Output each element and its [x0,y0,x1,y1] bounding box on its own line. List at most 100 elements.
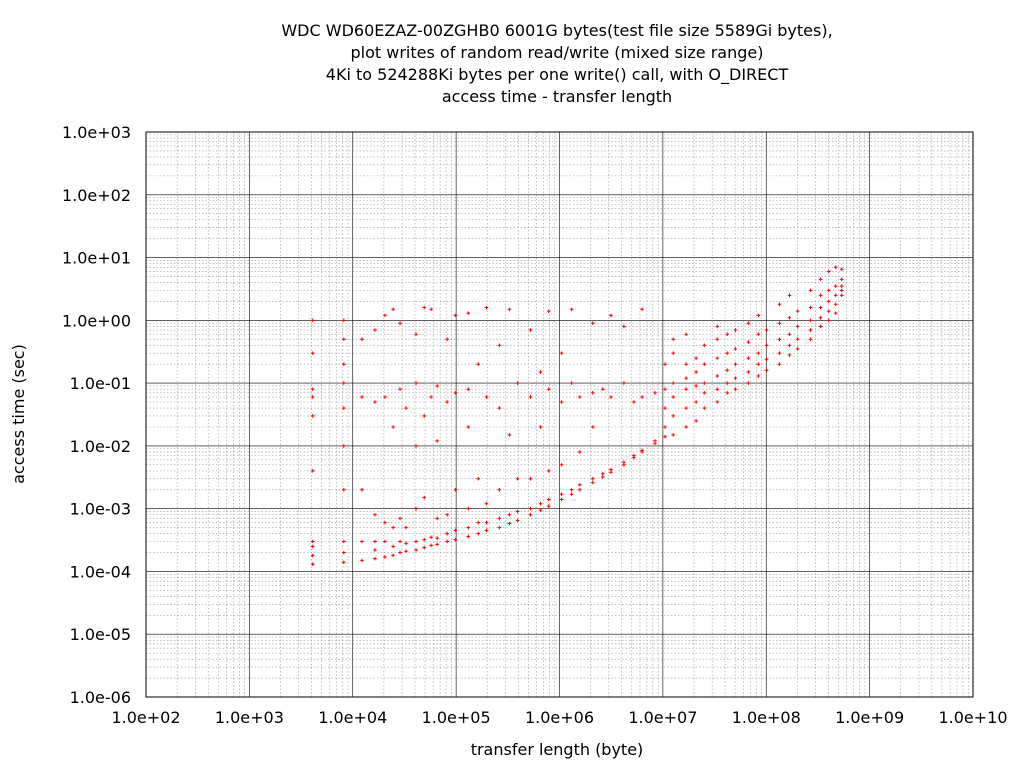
chart-title-line-4: access time - transfer length [442,87,672,106]
data-point [795,324,800,329]
data-point [569,381,574,385]
data-point [435,542,439,547]
plot-frame [145,131,974,698]
data-point [422,537,427,542]
data-point [833,284,838,288]
data-point [833,265,838,270]
data-point [702,406,707,410]
x-tick-label: 1.0e+08 [732,708,801,727]
data-point [404,541,408,546]
data-point [341,539,346,544]
x-tick-label: 1.0e+06 [525,708,594,727]
data-point [484,520,489,525]
data-point [310,414,315,418]
data-point [600,471,605,476]
data-point [476,520,481,525]
data-point [476,531,481,536]
data-point [422,545,427,550]
data-point [360,337,364,342]
data-point [422,305,427,310]
data-point [808,318,813,323]
data-point [600,475,605,479]
data-point [391,544,395,549]
data-point [310,469,315,473]
data-point [839,277,844,282]
data-point [466,387,471,391]
data-point [497,525,502,530]
data-point [391,553,395,558]
data-point [429,307,433,312]
data-point [578,482,582,487]
data-point [671,433,675,437]
grid [145,131,974,698]
data-point [435,516,439,521]
data-point [404,549,408,554]
data-point [414,548,418,552]
data-point [764,368,769,373]
y-tick-label: 1.0e+02 [62,186,131,205]
data-point [795,309,800,313]
data-point [795,337,800,342]
data-point [746,321,751,326]
x-tick-label: 1.0e+09 [835,708,904,727]
data-point [787,293,792,298]
data-point [756,313,761,318]
data-point [310,539,315,544]
data-point [546,497,551,502]
data-point [632,453,636,458]
data-point [715,324,720,329]
data-point [414,506,418,511]
y-axis-label: access time (sec) [9,344,28,484]
data-point [787,332,792,337]
data-point [391,425,395,429]
data-point [310,351,315,355]
x-tick-label: 1.0e+07 [628,708,697,727]
data-point [777,351,782,355]
data-point [528,328,533,332]
data-points [310,265,844,567]
data-point [360,539,364,544]
data-point [559,462,564,467]
x-axis-label: transfer length (byte) [471,740,644,759]
data-point [590,476,595,481]
data-point [777,337,782,342]
data-point [404,525,408,530]
data-point [684,425,688,429]
data-point [684,406,688,410]
data-point [715,337,720,342]
data-point [398,539,402,544]
data-point [559,351,564,355]
data-point [715,356,720,360]
data-point [422,414,427,418]
data-point [725,332,730,337]
data-point [818,293,823,298]
data-point [484,528,489,533]
data-point [373,548,377,552]
data-point [383,539,387,544]
data-point [826,299,831,304]
data-point [373,400,377,404]
data-point [466,506,471,511]
data-point [578,450,582,454]
data-point [445,337,449,342]
data-point [341,550,346,555]
data-point [484,501,489,506]
data-point [445,539,449,544]
data-point [733,376,738,380]
data-point [694,384,698,388]
data-point [746,370,751,374]
data-point [310,562,315,567]
data-point [546,309,551,313]
data-point [528,395,533,399]
y-tick-label: 1.0e-03 [70,500,131,519]
data-point [538,425,543,429]
data-point [839,284,844,288]
data-point [818,315,823,320]
data-point [435,536,439,540]
data-point [528,476,533,481]
data-point [341,362,346,367]
data-point [453,391,458,395]
data-point [818,305,823,310]
data-point [414,539,418,544]
data-point [733,347,738,351]
